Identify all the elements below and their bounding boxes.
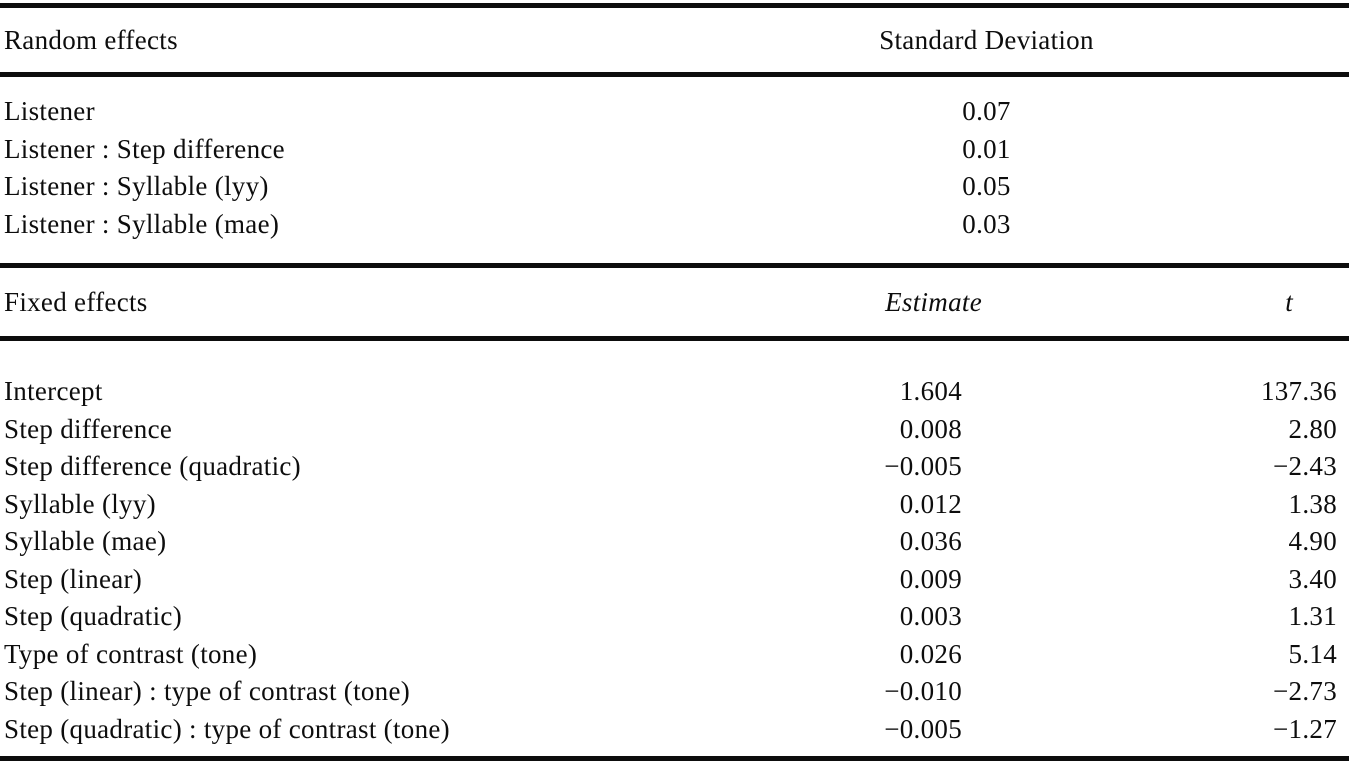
sd-value-cell: 0.01 [962, 133, 1011, 164]
table-row: Step difference 0.008 2.80 [0, 411, 1349, 449]
t-value-cell: 2.80 [1288, 413, 1337, 444]
estimate-value-cell: 0.036 [899, 526, 962, 556]
t-value-cell: 4.90 [1288, 526, 1337, 556]
estimate-value-cell: 0.008 [899, 413, 962, 444]
table-rule-after-fixed-header [0, 336, 1349, 341]
t-value-cell: −2.43 [1273, 451, 1337, 481]
table-rule-top [0, 3, 1349, 8]
table-row: Step (quadratic) 0.003 1.31 [0, 598, 1349, 636]
t-value-cell: 137.36 [1260, 376, 1337, 406]
table-row: Listener : Syllable (mae) 0.03 [0, 206, 1349, 244]
table-row: Listener 0.07 [0, 93, 1349, 131]
sd-value-cell: 0.03 [962, 208, 1011, 239]
table-row: Step (linear) : type of contrast (tone) … [0, 673, 1349, 711]
table-row: Type of contrast (tone) 0.026 5.14 [0, 636, 1349, 674]
effect-label-cell: Step (quadratic) : type of contrast (ton… [4, 713, 450, 744]
table-rule-before-fixed-header [0, 263, 1349, 268]
effect-label-cell: Type of contrast (tone) [4, 638, 258, 669]
effect-label-cell: Step difference (quadratic) [4, 451, 301, 481]
table-row: Intercept 1.604 137.36 [0, 373, 1349, 411]
t-value-cell: 5.14 [1288, 638, 1337, 669]
effect-label-cell: Listener : Syllable (mae) [4, 208, 280, 239]
t-value-cell: −2.73 [1273, 676, 1337, 706]
estimate-value-cell: 1.604 [899, 376, 962, 406]
table-rule-bottom [0, 756, 1349, 761]
fixed-effects-rows: Intercept 1.604 137.36 Step difference 0… [0, 341, 1349, 756]
table-row: Step difference (quadratic) −0.005 −2.43 [0, 448, 1349, 486]
effect-label-cell: Listener : Syllable (lyy) [4, 171, 269, 201]
effect-label-cell: Syllable (mae) [4, 526, 167, 556]
t-value-cell: 1.38 [1288, 488, 1337, 519]
random-effects-rows: Listener 0.07 Listener : Step difference… [0, 77, 1349, 263]
effect-label-cell: Intercept [4, 376, 103, 406]
random-effects-header-row: Random effects Standard Deviation [0, 8, 1349, 72]
table-row: Syllable (mae) 0.036 4.90 [0, 523, 1349, 561]
estimate-value-cell: 0.003 [899, 601, 962, 631]
effect-label-cell: Step (quadratic) [4, 601, 182, 631]
effect-label-cell: Step (linear) : type of contrast (tone) [4, 676, 411, 706]
t-value-cell: 1.31 [1288, 601, 1337, 631]
table-row: Syllable (lyy) 0.012 1.38 [0, 486, 1349, 524]
table-row: Listener : Syllable (lyy) 0.05 [0, 168, 1349, 206]
effect-label-cell: Step (linear) [4, 563, 143, 594]
standard-deviation-header: Standard Deviation [879, 24, 1094, 55]
effect-label-cell: Step difference [4, 413, 173, 444]
estimate-value-cell: 0.012 [899, 488, 962, 519]
estimate-value-cell: −0.010 [884, 676, 962, 706]
fixed-effects-header-label: Fixed effects [4, 286, 148, 317]
effect-label-cell: Listener [4, 96, 95, 126]
random-effects-header-label: Random effects [4, 24, 178, 55]
sd-value-cell: 0.05 [962, 171, 1011, 201]
table-rule-after-random-header [0, 72, 1349, 77]
estimate-value-cell: −0.005 [884, 713, 962, 744]
t-value-cell: 3.40 [1288, 563, 1337, 594]
estimate-value-cell: 0.009 [899, 563, 962, 594]
table-row: Step (linear) 0.009 3.40 [0, 561, 1349, 599]
estimate-value-cell: 0.026 [899, 638, 962, 669]
t-header: t [1285, 286, 1293, 317]
sd-value-cell: 0.07 [962, 96, 1011, 126]
table-row: Listener : Step difference 0.01 [0, 131, 1349, 169]
estimate-value-cell: −0.005 [884, 451, 962, 481]
effect-label-cell: Syllable (lyy) [4, 488, 156, 519]
t-value-cell: −1.27 [1273, 713, 1337, 744]
estimate-header: Estimate [885, 286, 982, 317]
effect-label-cell: Listener : Step difference [4, 133, 285, 164]
table-row: Step (quadratic) : type of contrast (ton… [0, 711, 1349, 749]
fixed-effects-header-row: Fixed effects Estimate t [0, 268, 1349, 336]
